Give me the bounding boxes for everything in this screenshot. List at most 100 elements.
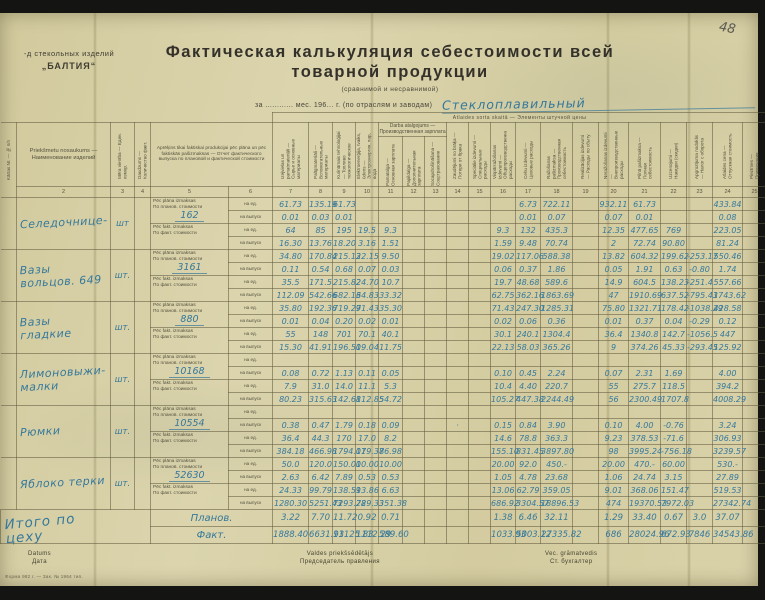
value-cell: 0.63 [660, 262, 688, 276]
per-label: на выпуск [239, 213, 262, 219]
product-row: Вазы вольцов. 649 шт. Pēc plāna izmaksas По… [0, 249, 765, 302]
value-cell: 1.59 [490, 236, 517, 250]
value-cell [572, 379, 600, 393]
period-handwritten: Стеклоплавильный [442, 92, 756, 114]
value-cell: 729.33 [355, 496, 385, 510]
value-cell [742, 418, 765, 432]
value-cell [742, 301, 765, 315]
value-cell: 32.11 [540, 509, 574, 527]
value-cell: 20.00 [598, 457, 630, 471]
value-cell: 1.06 [598, 470, 630, 484]
value-cell: 75.80 [598, 301, 630, 315]
value-cell: 519.53 [712, 483, 744, 497]
col-num: 25 [742, 186, 765, 198]
value-cell: 1.29 [598, 509, 630, 527]
value-cell: 0.53 [378, 470, 404, 484]
col-num: 10 [355, 186, 380, 198]
value-cell [424, 509, 448, 527]
value-cell [712, 353, 744, 367]
value-cell: 18896.53 [540, 496, 580, 510]
value-cell: 70.74 [540, 236, 574, 250]
title-subtitle: (сравнимой и несравнимой) [341, 86, 439, 93]
fact-cost-label: Pēc fakt. izmaksas По факт. стоимости [153, 225, 197, 236]
product-row: Pēc fakt. izmaksas По факт. стоимости на е… [1, 431, 765, 458]
column-number-row: 2 3 4 5 6 7 8 9 10 11 12 13 14 15 16 17 [1, 186, 765, 198]
value-cell: 2 [598, 236, 630, 250]
quantity-handwritten: 10554 [169, 418, 210, 431]
per-label: на ед. [244, 278, 257, 284]
value-cell [424, 418, 448, 432]
value-cell: 433.84 [712, 197, 744, 211]
value-cell: 78.8 [515, 431, 542, 445]
value-cell [572, 457, 600, 471]
value-cell: 11.75 [378, 340, 404, 354]
value-cell [402, 405, 426, 419]
value-cell [468, 223, 492, 237]
value-cell: 9.50 [378, 249, 404, 263]
col-num: 4 [134, 186, 151, 198]
value-cell: 470.- [628, 457, 662, 471]
value-cell [424, 470, 448, 484]
value-cell: 589.6 [540, 275, 574, 289]
value-cell: 10.7 [378, 275, 404, 289]
value-cell [402, 223, 426, 237]
fact-cost-label-cell: Pēc fakt. izmaksas По факт. стоимости [150, 275, 229, 302]
value-cell [272, 353, 310, 367]
value-cell [402, 392, 426, 406]
fact-cost-label-cell: Pēc fakt. izmaksas По факт. стоимости [150, 223, 229, 250]
value-cell: 5.3 [378, 379, 404, 393]
value-cell: 542.66 [308, 288, 338, 302]
value-cell: 61.73 [272, 197, 310, 211]
value-cell: 474 [598, 496, 630, 510]
per-label: на выпуск [239, 265, 262, 271]
value-cell [468, 301, 492, 315]
value-cell [490, 197, 517, 211]
col-header-25: Piezīmes — Примечания [742, 122, 765, 187]
left-stub-cell [0, 301, 17, 354]
col-num: 19 [572, 186, 600, 198]
value-cell [378, 405, 404, 419]
plan-cost-label: Pēc plāna izmaksas По планов. стоимости [153, 355, 203, 366]
value-cell [446, 366, 470, 380]
product-row: на выпуск 15.30 41.91 196.50 19.04 11.75 22.13… [1, 340, 765, 354]
product-row: Лимоновыжи- малки шт. Pēc plāna izmaksas По… [0, 353, 765, 406]
value-cell [424, 431, 448, 445]
col-header-11: Pamatalga — Основная зарплата [378, 136, 404, 187]
value-cell: 2.24 [540, 366, 574, 380]
value-cell: 178.42 [660, 301, 690, 315]
value-cell: 10.4 [490, 379, 517, 393]
value-cell [424, 340, 448, 354]
value-cell: 16.30 [272, 236, 310, 250]
value-cell [572, 366, 600, 380]
per-label: на ед. [244, 486, 257, 492]
value-cell [572, 314, 600, 328]
col-header-19: Realizācijas izdevumi — Расходы по сбыту [572, 122, 600, 187]
value-cell [742, 327, 765, 341]
value-cell [742, 340, 765, 354]
value-cell: 19.5 [355, 223, 380, 237]
col-num: 3 [110, 186, 135, 198]
value-cell: 9.48 [515, 236, 542, 250]
organization-name: -д стекольных изделий „БАЛТИЯ“ [4, 49, 134, 71]
value-cell [402, 314, 426, 328]
per-label-cell: на выпуск [227, 418, 274, 432]
calculation-table: Atlaides sorta skaitā — Элементы штучной… [0, 112, 765, 548]
value-cell: 374.26 [628, 340, 662, 354]
value-cell: 36.4 [598, 327, 630, 341]
value-cell: 27.89 [712, 470, 744, 484]
value-cell [686, 470, 714, 484]
value-cell: 530.- [712, 457, 744, 471]
value-cell: 120.0 [308, 457, 334, 471]
value-cell [402, 340, 426, 354]
qty-col-cell [134, 405, 151, 458]
col-num: 11 [378, 186, 404, 198]
value-cell [468, 444, 492, 458]
value-cell [490, 405, 517, 419]
totals-fact-handwritten: Факт. [196, 529, 227, 541]
per-label: на ед. [244, 356, 257, 362]
value-cell: 1321.71 [628, 301, 663, 315]
value-cell [686, 418, 714, 432]
value-cell [686, 366, 714, 380]
value-cell: 3897.80 [540, 444, 575, 458]
value-cell [572, 340, 600, 354]
